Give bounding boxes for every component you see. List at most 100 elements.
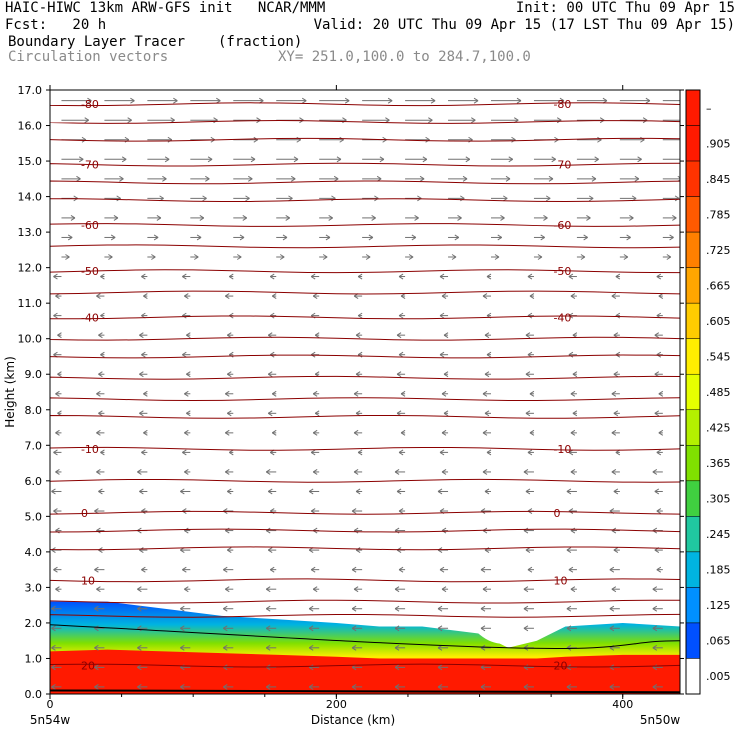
vector-arrow <box>98 410 105 417</box>
vector-head <box>443 410 449 417</box>
vector-arrow <box>233 214 248 221</box>
vector-arrow <box>61 175 81 182</box>
vector-head <box>55 586 60 593</box>
contour-label: -50 <box>81 265 99 278</box>
vector-head <box>357 449 363 456</box>
vector-arrow <box>570 586 577 593</box>
vector-arrow <box>491 214 505 221</box>
vector-head <box>98 371 103 378</box>
vector-arrow <box>223 566 234 573</box>
vector-arrow <box>441 469 449 475</box>
vector-head <box>237 254 242 260</box>
vector-arrow <box>190 214 205 221</box>
vector-head <box>480 605 486 612</box>
vector-head <box>312 390 318 397</box>
colorbar-label: .485 <box>706 386 731 399</box>
vector-head <box>96 293 101 299</box>
vector-head <box>271 390 277 397</box>
vector-head <box>572 371 578 378</box>
contour-label: 10 <box>81 574 95 587</box>
vector-head <box>182 273 187 280</box>
vector-head <box>182 449 187 456</box>
vector-arrow <box>572 410 578 417</box>
vector-head <box>248 175 253 182</box>
vector-head <box>186 371 191 378</box>
vector-arrow <box>443 332 449 339</box>
vector-arrow <box>405 175 425 182</box>
vector-arrow <box>225 429 234 436</box>
temperature-contour-labeled <box>50 102 680 107</box>
vector-arrow <box>53 273 62 280</box>
vector-head <box>462 175 468 182</box>
vector-arrow <box>576 175 597 182</box>
vector-head <box>568 566 574 573</box>
vector-arrow <box>225 586 234 593</box>
vector-head <box>355 488 361 495</box>
y-tick-label: 7.0 <box>25 439 43 452</box>
vector-head <box>611 469 617 475</box>
vector-head <box>57 371 62 378</box>
vector-head <box>314 410 320 417</box>
vector-arrow <box>396 332 406 339</box>
vector-arrow <box>611 586 620 593</box>
x-tick-label: 200 <box>326 698 347 711</box>
vector-arrow <box>53 566 62 573</box>
vector-arrow <box>180 605 191 612</box>
colorbar-label: .605 <box>706 315 731 328</box>
vector-arrow <box>61 97 92 104</box>
model-title: HAIC-HIWC 13km ARW-GFS init NCAR/MMM <box>5 0 326 16</box>
vector-head <box>480 683 486 690</box>
temperature-contours: -80 -80 -70 -70 -60 -60 -50 -50 -40 -40 -10 -10 0 0 10… <box>50 98 680 694</box>
vector-head <box>227 488 232 495</box>
vector-head <box>110 234 116 241</box>
vector-arrow <box>355 488 363 495</box>
vector-head <box>611 429 617 436</box>
tracer-field-core <box>50 649 680 694</box>
vector-arrow <box>186 410 191 417</box>
vector-arrow <box>362 214 376 221</box>
vector-head <box>100 351 105 358</box>
vector-arrow <box>310 449 320 456</box>
vector-arrow <box>276 214 290 221</box>
vector-arrow <box>98 371 105 378</box>
vector-arrow <box>61 156 84 163</box>
vector-head <box>527 273 533 280</box>
contour-label: -80 <box>553 98 571 111</box>
vector-arrow <box>533 214 548 221</box>
vector-arrow <box>355 332 363 339</box>
vector-head <box>658 429 664 436</box>
vector-head <box>225 469 230 475</box>
vector-head <box>525 410 531 417</box>
vector-arrow <box>619 254 629 260</box>
vector-arrow <box>269 566 277 573</box>
vector-arrow <box>225 293 234 299</box>
vector-head <box>325 234 331 241</box>
vector-arrow <box>310 566 320 573</box>
vector-head <box>225 390 230 397</box>
vector-head <box>55 469 60 475</box>
vector-arrow <box>308 683 320 690</box>
vector-head <box>245 195 250 202</box>
temperature-contour <box>50 414 680 419</box>
vector-arrow <box>147 117 175 124</box>
vector-arrow <box>51 488 62 495</box>
vector-head <box>484 488 490 495</box>
temperature-contour <box>50 336 680 341</box>
contour-label: -80 <box>81 98 99 111</box>
colorbar-swatch <box>685 480 701 517</box>
contour-label: 20 <box>81 660 95 673</box>
vector-head <box>471 117 476 124</box>
vector-arrow <box>61 234 73 241</box>
vector-arrow <box>527 273 534 280</box>
vector-arrow <box>182 449 191 456</box>
contour-label: -40 <box>81 311 99 324</box>
vector-head <box>400 390 406 397</box>
vector-head <box>398 273 404 280</box>
vector-arrow <box>223 508 234 514</box>
vector-arrow <box>227 332 234 339</box>
vector-arrow <box>529 429 535 436</box>
vector-head <box>186 410 191 417</box>
vector-arrow <box>265 605 277 612</box>
x-end-label-left: 5n54w <box>30 713 71 727</box>
vector-arrow <box>233 156 256 163</box>
